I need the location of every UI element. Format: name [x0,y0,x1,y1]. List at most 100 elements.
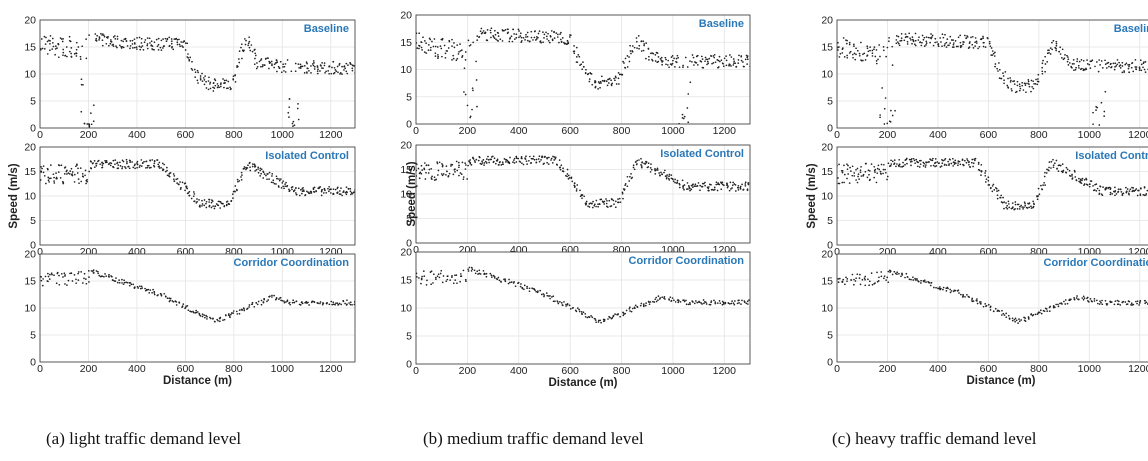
data-point [689,60,691,62]
data-point [888,37,890,39]
data-point [640,166,643,169]
data-point [75,41,78,44]
data-point [263,64,266,66]
data-point [716,302,719,304]
data-point [437,169,440,172]
data-point [514,38,516,40]
data-point [1088,63,1091,66]
data-point [163,163,165,166]
data-point [173,38,176,40]
data-point [313,186,316,189]
data-point [1072,59,1075,61]
data-point [678,186,681,189]
data-point [128,284,131,287]
data-point [268,67,270,70]
data-point [837,177,839,179]
data-point [1043,175,1046,178]
data-point [1128,63,1131,66]
data-point [263,297,265,300]
data-point [259,169,261,172]
data-point [626,66,629,68]
data-point [140,165,143,167]
data-point [155,38,158,41]
data-point [521,162,523,165]
data-point [1006,207,1009,210]
series-points [416,155,750,209]
data-point [886,46,889,49]
data-point [112,36,115,38]
data-point [267,57,269,60]
data-point [456,282,458,285]
data-point [925,281,927,284]
data-point [297,118,300,121]
data-point [1102,186,1104,188]
data-point [575,46,578,49]
data-point [852,56,854,59]
data-point [606,206,609,208]
data-point [54,45,57,47]
data-point [887,270,890,273]
data-point [350,191,353,194]
data-point [1134,189,1137,192]
data-point [260,303,263,306]
data-point [904,276,906,279]
data-point [975,42,978,44]
data-point [480,163,483,165]
data-point [1132,70,1135,73]
data-point [482,30,485,32]
data-point [681,113,684,116]
data-point [912,38,914,41]
data-point [1127,192,1130,195]
data-point [1049,53,1052,55]
data-point [203,314,206,316]
data-point [845,42,848,45]
data-point [288,301,291,304]
data-point [720,181,722,184]
data-point [1134,58,1137,61]
data-point [320,190,323,193]
data-point [266,178,268,181]
data-point [734,300,736,302]
data-point [938,286,941,288]
data-point [281,182,284,184]
data-point [632,166,635,169]
data-point [62,182,65,185]
data-point [474,272,477,275]
data-point [545,292,548,295]
data-point [928,281,931,284]
data-point [595,199,598,202]
data-point [230,312,233,314]
data-point [984,303,987,305]
data-point [603,320,606,322]
data-point [869,49,871,52]
data-point [420,46,423,49]
data-point [713,56,716,59]
data-point [1011,317,1014,320]
series-points [837,157,1148,211]
data-point [449,279,451,281]
data-point [1114,191,1116,193]
data-point [841,280,844,283]
data-point [157,165,160,168]
data-point [429,38,432,41]
data-point [956,290,959,292]
data-point [537,32,540,35]
data-point [913,43,916,46]
data-point [734,62,737,65]
data-point [1013,208,1016,211]
data-point [526,285,528,288]
data-point [661,296,664,299]
data-point [245,167,248,170]
data-point [540,159,542,161]
data-point [693,185,696,188]
data-point [1048,52,1050,54]
data-point [201,72,203,75]
data-point [228,313,230,315]
data-point [534,289,536,292]
data-point [608,199,611,202]
data-point [866,47,869,50]
data-point [1007,203,1010,205]
data-point [455,274,458,276]
data-point [694,183,697,186]
data-point [92,104,95,107]
